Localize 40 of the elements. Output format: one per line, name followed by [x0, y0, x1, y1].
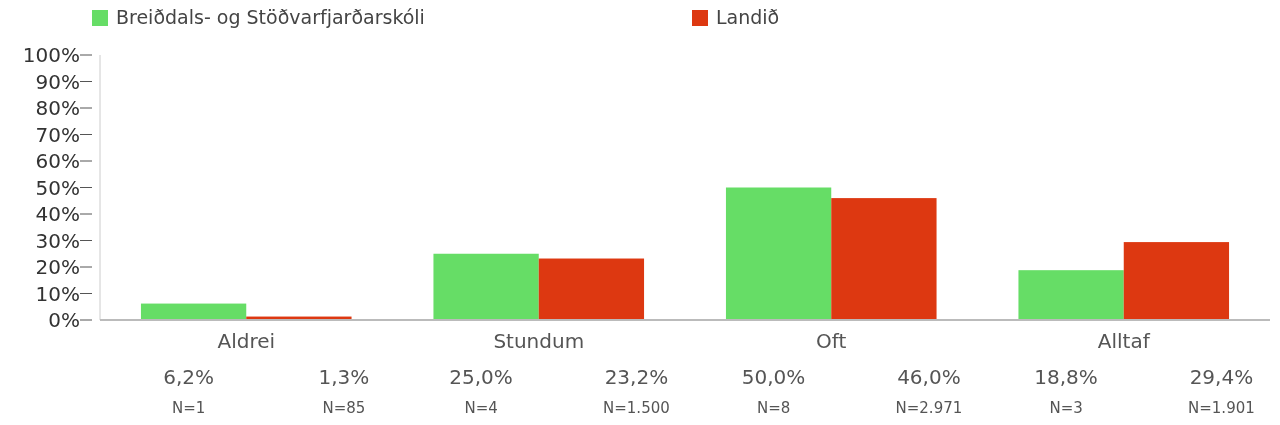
- y-tick-label: 100%: [22, 43, 80, 67]
- y-tick-label: 50%: [35, 175, 80, 200]
- bar: [1018, 270, 1124, 320]
- data-label: 23,2%: [604, 365, 669, 389]
- x-tick-label: Aldrei: [217, 329, 276, 353]
- y-tick-label: 0%: [48, 308, 80, 332]
- data-label: 18,8%: [1034, 365, 1098, 389]
- bar: [140, 303, 247, 320]
- text: N=4: [464, 399, 498, 417]
- text: N=8: [756, 399, 791, 417]
- y-tick-label: 90%: [35, 69, 80, 94]
- data-label: 1,3%: [318, 365, 370, 389]
- text: N=1.500: [603, 399, 670, 417]
- data-label: 25,0%: [449, 365, 513, 389]
- bar: [1123, 242, 1230, 320]
- x-tick-label: Oft: [816, 329, 847, 353]
- x-tick-label: Alltaf: [1097, 329, 1151, 353]
- y-tick-label: 10%: [35, 281, 80, 306]
- legend-label: Landið: [716, 6, 780, 28]
- bar: [831, 198, 937, 320]
- data-label: 6,2%: [163, 365, 215, 389]
- y-tick-label: 80%: [35, 96, 80, 120]
- bar: [538, 258, 645, 320]
- y-tick-label: 60%: [35, 149, 80, 173]
- text: N=3: [1049, 399, 1083, 417]
- text: N=1.901: [1188, 399, 1255, 417]
- text: N=2.971: [895, 399, 963, 417]
- x-tick-label: Stundum: [493, 329, 585, 353]
- y-tick-label: 20%: [35, 255, 80, 279]
- bar: [433, 253, 539, 320]
- data-label: 29,4%: [1189, 365, 1254, 389]
- legend-label: Breiðdals- og Stöðvarfjarðarskóli: [116, 6, 425, 28]
- text: N=85: [322, 399, 366, 417]
- text: N=1: [171, 399, 206, 417]
- y-tick-label: 30%: [35, 228, 80, 253]
- data-label: 46,0%: [897, 365, 961, 389]
- y-tick-label: 40%: [35, 202, 80, 226]
- data-label: 50,0%: [741, 365, 806, 389]
- bar: [725, 187, 832, 320]
- y-tick-label: 70%: [35, 122, 80, 147]
